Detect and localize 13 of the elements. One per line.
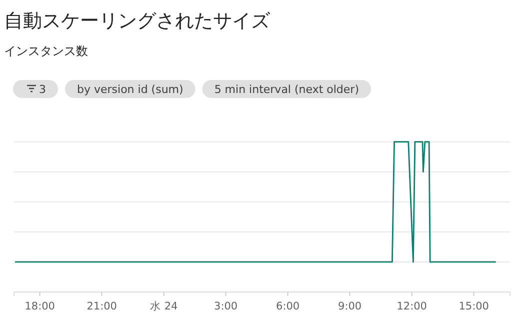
x-tick-label: 6:00 <box>276 300 300 312</box>
chart-title: 自動スケーリングされたサイズ <box>4 10 271 32</box>
x-tick-label: 21:00 <box>86 300 117 312</box>
chart-subtitle: インスタンス数 <box>4 44 88 58</box>
text: 5 min interval (next older) <box>214 83 359 96</box>
text: by version id (sum) <box>77 83 184 96</box>
x-tick-label: 水 24 <box>150 299 178 312</box>
x-tick-label: 15:00 <box>458 300 489 312</box>
x-tick-label: 3:00 <box>214 300 238 312</box>
x-tick-label: 12:00 <box>396 300 427 312</box>
x-tick-label: 9:00 <box>338 300 362 312</box>
text: 3 <box>39 83 46 96</box>
x-tick-label: 18:00 <box>24 300 55 312</box>
